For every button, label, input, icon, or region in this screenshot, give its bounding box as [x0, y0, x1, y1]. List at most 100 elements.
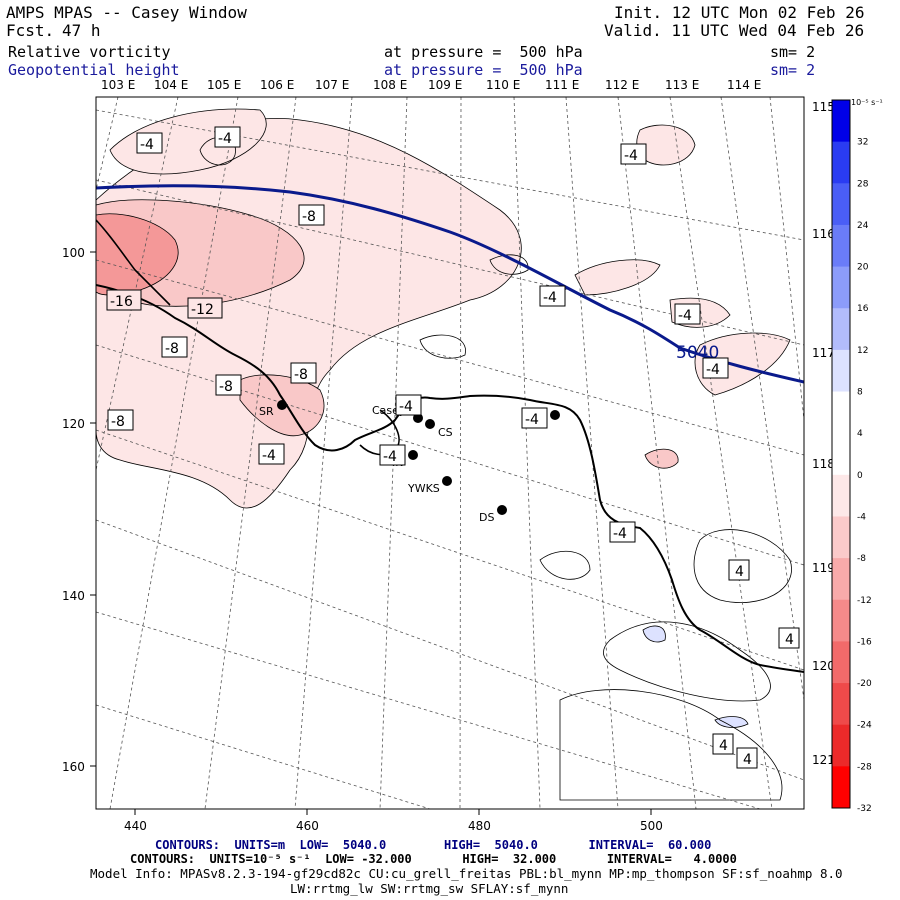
- shade-blue2: [714, 716, 749, 728]
- svg-text:-4: -4: [218, 131, 232, 147]
- colorbar-swatch: [832, 183, 850, 226]
- svg-text:112 E: 112 E: [605, 78, 639, 92]
- svg-text:4: 4: [719, 738, 728, 754]
- window-title: AMPS MPAS -- Casey Window: [6, 3, 247, 22]
- y-tick-label: 160: [62, 760, 85, 774]
- colorbar-label: -8: [857, 554, 866, 564]
- colorbar-label: 16: [857, 304, 869, 314]
- svg-text:-4: -4: [399, 399, 413, 415]
- svg-text:-4: -4: [383, 449, 397, 465]
- svg-text:-4: -4: [140, 137, 154, 153]
- svg-text:110 E: 110 E: [486, 78, 520, 92]
- x-tick-label: 440: [124, 819, 147, 833]
- station-label: DS: [479, 511, 494, 524]
- colorbar-swatch: [832, 766, 850, 809]
- colorbar-label: -16: [857, 637, 872, 647]
- colorbar-label: 32: [857, 138, 868, 148]
- contour-labels: -4 -4 -8 -16 -12 -8 -8 -8 -8 -4 -4 -4 -4…: [106, 126, 800, 769]
- svg-text:4: 4: [735, 564, 744, 580]
- colorbar-label: 12: [857, 346, 868, 356]
- svg-text:4: 4: [743, 752, 752, 768]
- init-time: Init. 12 UTC Mon 02 Feb 26: [614, 3, 865, 22]
- svg-text:113 E: 113 E: [665, 78, 699, 92]
- svg-text:105 E: 105 E: [207, 78, 241, 92]
- colorbar-label: -32: [857, 804, 872, 814]
- forecast-label: Fcst.: [6, 21, 55, 40]
- colorbar-label: -20: [857, 679, 872, 689]
- colorbar-swatch: [832, 558, 850, 601]
- colorbar-swatch: [832, 224, 850, 268]
- svg-text:111 E: 111 E: [545, 78, 579, 92]
- colorbar: 32 28 24 20 16 12 8 4 0 -4 -8 -12 -16 -20 -24 -28 -32: [831, 99, 872, 814]
- svg-text:107 E: 107 E: [315, 78, 349, 92]
- svg-text:-12: -12: [191, 302, 214, 318]
- colorbar-swatch: [832, 641, 850, 684]
- colorbar-swatch: [832, 141, 850, 184]
- svg-text:-4: -4: [624, 148, 638, 164]
- field2-pressure: at pressure = 500 hPa: [384, 61, 583, 79]
- left-axis: [90, 251, 96, 767]
- field1-name: Relative vorticity: [8, 43, 171, 61]
- svg-text:-4: -4: [613, 526, 627, 542]
- colorbar-label: 28: [857, 179, 869, 189]
- shade-east2: [574, 259, 661, 296]
- colorbar-label: 8: [857, 388, 863, 398]
- top-longitude-labels: 103 E 104 E 105 E 106 E 107 E 108 E 109 …: [101, 78, 761, 92]
- svg-text:106 E: 106 E: [260, 78, 294, 92]
- svg-text:-4: -4: [678, 308, 692, 324]
- coastline: [96, 284, 804, 673]
- shade-east5: [644, 448, 679, 469]
- field2-smoothing: sm= 2: [770, 61, 816, 79]
- colorbar-label: -28: [857, 762, 872, 772]
- colorbar-swatch: [832, 266, 850, 309]
- svg-text:-8: -8: [294, 367, 308, 383]
- svg-text:-8: -8: [111, 414, 125, 430]
- y-tick-label: 120: [62, 417, 85, 431]
- forecast-hour: 47 h: [62, 21, 101, 40]
- svg-text:4: 4: [785, 632, 794, 648]
- colorbar-label: -24: [857, 721, 872, 731]
- colorbar-label: 24: [857, 221, 869, 231]
- colorbar-frame: [831, 99, 851, 809]
- colorbar-label: 20: [857, 263, 869, 273]
- svg-text:-4: -4: [262, 448, 276, 464]
- model-info-physics: LW:rrtmg_lw SW:rrtmg_sw SFLAY:sf_mynn: [290, 881, 569, 896]
- svg-text:103 E: 103 E: [101, 78, 135, 92]
- svg-text:104 E: 104 E: [154, 78, 188, 92]
- x-tick-label: 500: [640, 819, 663, 833]
- y-tick-label: 140: [62, 589, 85, 603]
- svg-text:-4: -4: [525, 412, 539, 428]
- colorbar-swatch: [832, 433, 850, 476]
- svg-text:109 E: 109 E: [428, 78, 462, 92]
- colorbar-label: 4: [857, 429, 863, 439]
- station-label: YWKS: [407, 482, 440, 495]
- height-contour-5040: [96, 184, 804, 384]
- map-frame: [95, 96, 805, 810]
- svg-text:108 E: 108 E: [373, 78, 407, 92]
- svg-text:-16: -16: [110, 294, 133, 310]
- colorbar-label: -4: [857, 512, 866, 522]
- svg-text:-4: -4: [706, 362, 720, 378]
- colorbar-label: -12: [857, 596, 872, 606]
- vorticity-contour-info: CONTOURS: UNITS=10⁻⁵ s⁻¹ LOW= -32.000 HI…: [130, 852, 737, 866]
- colorbar-swatch: [832, 100, 850, 143]
- station-label: CS: [438, 426, 453, 439]
- x-tick-label: 480: [468, 819, 491, 833]
- model-info: Model Info: MPASv8.2.3-194-gf29cd82c CU:…: [90, 866, 843, 881]
- svg-text:-8: -8: [165, 341, 179, 357]
- colorbar-swatch: [832, 391, 850, 434]
- field1-pressure: at pressure = 500 hPa: [384, 43, 583, 61]
- colorbar-swatch: [832, 724, 850, 767]
- field2-name: Geopotential height: [8, 61, 180, 79]
- colorbar-label: 0: [857, 471, 863, 481]
- svg-text:-8: -8: [302, 209, 316, 225]
- colorbar-swatch: [832, 683, 850, 726]
- shade-blue1: [642, 625, 666, 643]
- svg-text:114 E: 114 E: [727, 78, 761, 92]
- field1-smoothing: sm= 2: [770, 43, 816, 61]
- station-label: SR: [259, 405, 274, 418]
- colorbar-swatch: [832, 474, 850, 517]
- colorbar-swatch: [832, 308, 850, 351]
- colorbar-swatch: [832, 516, 850, 559]
